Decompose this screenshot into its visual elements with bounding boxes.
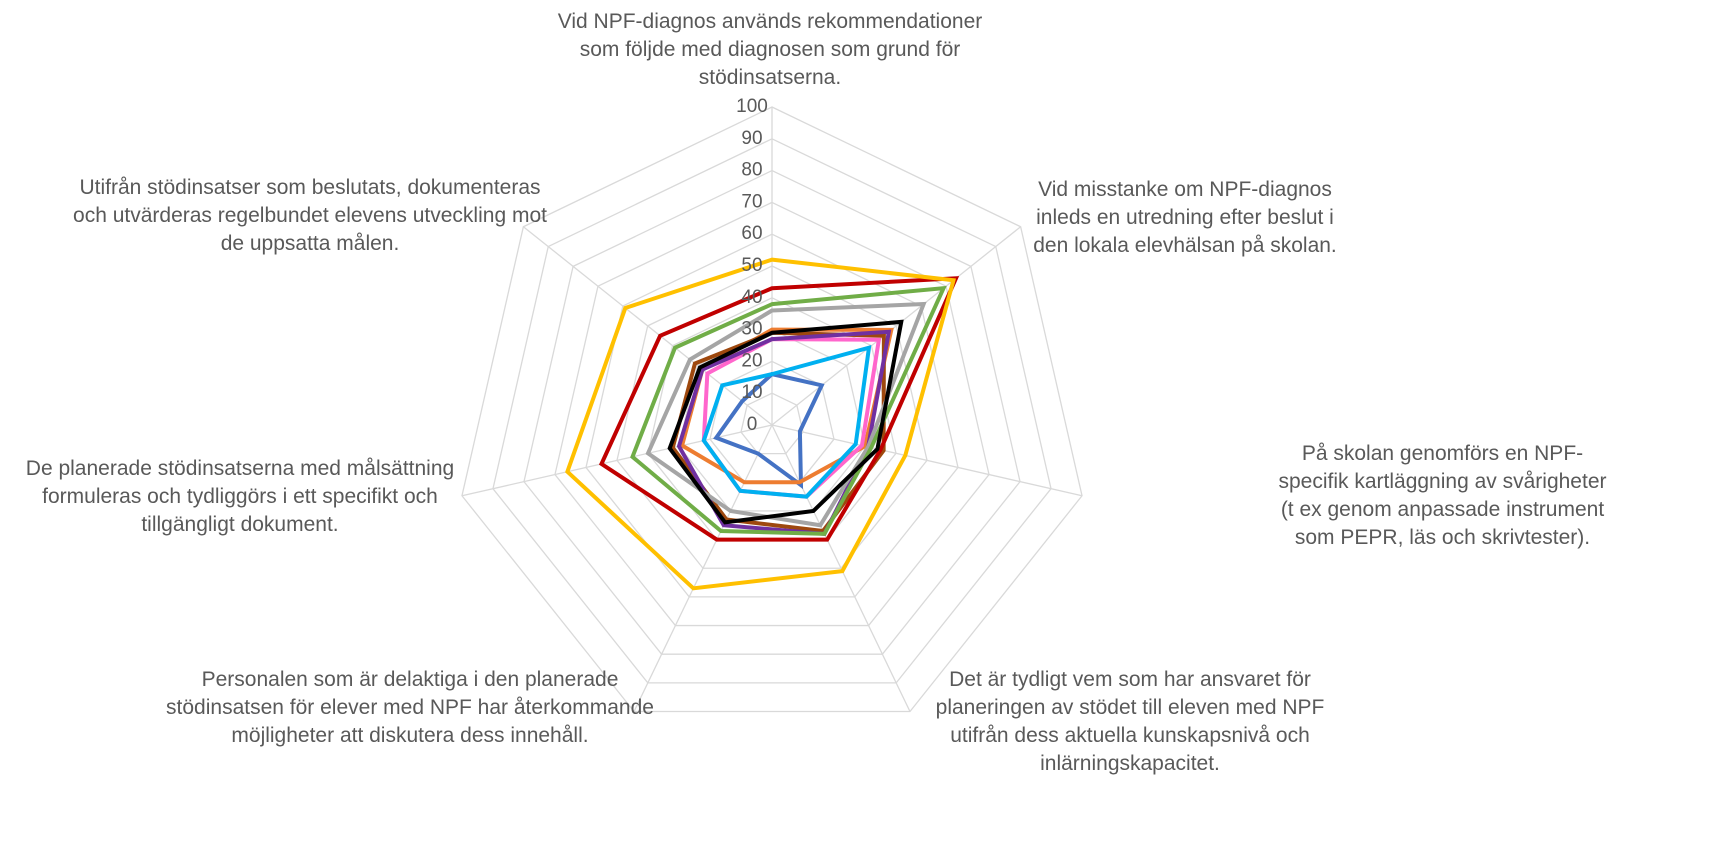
- grid-line: [523, 169, 1021, 655]
- category-label: Utifrån stödinsatser som beslutats, doku…: [73, 176, 547, 255]
- series-line: [713, 371, 825, 490]
- axis-tick-label: 20: [741, 350, 762, 371]
- series-line: [676, 329, 892, 536]
- series-line: [565, 257, 957, 591]
- grid-line: [492, 138, 1052, 684]
- axis-tick-label: 30: [741, 319, 762, 340]
- axis-tick-label: 40: [741, 287, 762, 308]
- series-line: [598, 276, 960, 542]
- series-line: [667, 319, 904, 525]
- category-label: Det är tydligt vem som har ansvaret för …: [935, 668, 1325, 775]
- spoke: [522, 226, 773, 426]
- category-label: Vid misstanke om NPF-diagnos inleds en u…: [1033, 178, 1337, 257]
- grid-line: [554, 201, 990, 627]
- axis-tick-label: 100: [736, 96, 768, 117]
- spoke: [771, 226, 1022, 426]
- spoke: [771, 424, 1083, 497]
- grid-line: [461, 106, 1083, 713]
- category-label: De planerade stödinsatserna med målsättn…: [25, 457, 455, 536]
- grid-line: [616, 265, 928, 569]
- axis-tick-label: 50: [741, 255, 762, 276]
- series-line: [701, 344, 872, 499]
- axis-tick-label: 10: [741, 382, 762, 403]
- grid-line: [740, 392, 804, 455]
- category-label: Personalen som är delaktiga i den planer…: [166, 668, 654, 747]
- axis-tick-label: 60: [741, 223, 762, 244]
- spoke: [461, 424, 773, 497]
- axis-tick-label: 0: [747, 414, 758, 435]
- axis-tick-label: 70: [741, 191, 762, 212]
- axis-tick-label: 90: [741, 128, 762, 149]
- axis-tick-label: 80: [741, 160, 762, 181]
- category-label: På skolan genomförs en NPF-specifik kart…: [1278, 442, 1607, 549]
- spoke: [633, 424, 773, 712]
- series-line: [630, 285, 947, 536]
- category-label: Vid NPF-diagnos används rekommendationer…: [557, 10, 983, 89]
- series-line: [645, 301, 927, 528]
- spoke: [771, 424, 911, 712]
